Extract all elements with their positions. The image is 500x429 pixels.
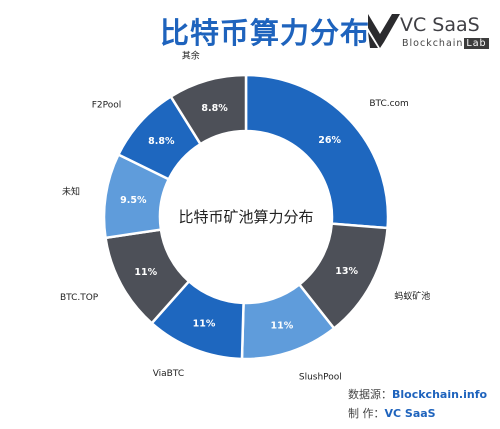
slice-name-label: SlushPool bbox=[299, 372, 342, 382]
chart-center-title: 比特币矿池算力分布 bbox=[178, 208, 313, 226]
slice-value-label: 8.8% bbox=[201, 103, 228, 114]
footer-source-label: 数据源： bbox=[348, 388, 392, 401]
page-title: 比特币算力分布 bbox=[160, 16, 371, 50]
slice-value-label: 11% bbox=[193, 318, 216, 329]
slice-name-label: F2Pool bbox=[92, 100, 122, 110]
logo: VC SaaS Blockchain Lab bbox=[364, 8, 492, 54]
slice-name-label: 未知 bbox=[62, 185, 80, 197]
slice-other-7 bbox=[169, 73, 248, 146]
slice-name-label: 其余 bbox=[182, 49, 200, 61]
slice-value-label: 11% bbox=[134, 267, 157, 278]
footer-maker-label: 制 作： bbox=[348, 407, 385, 420]
slice-value-label: 13% bbox=[335, 266, 358, 277]
logo-name: VC SaaS bbox=[400, 14, 480, 36]
footer-source: 数据源：Blockchain.info bbox=[348, 386, 487, 402]
logo-mark-icon bbox=[368, 14, 400, 48]
logo-subtitle: Blockchain Lab bbox=[402, 38, 489, 49]
footer-maker-value: VC SaaS bbox=[384, 407, 436, 420]
slice-name-label: BTC.com bbox=[369, 99, 409, 109]
slice-name-label: BTC.TOP bbox=[60, 293, 99, 303]
slice-name-label: 蚂蚁矿池 bbox=[394, 290, 430, 302]
slice-name-label: ViaBTC bbox=[153, 369, 184, 379]
slice-btc-com-0 bbox=[244, 73, 390, 230]
logo-subtitle-text: Blockchain bbox=[402, 38, 464, 49]
slice-value-label: 26% bbox=[318, 135, 341, 146]
logo-lab-box: Lab bbox=[464, 38, 489, 49]
slice-value-label: 9.5% bbox=[120, 195, 147, 206]
footer-source-value: Blockchain.info bbox=[392, 388, 488, 401]
slice-value-label: 11% bbox=[271, 321, 294, 332]
slice-value-label: 8.8% bbox=[148, 136, 175, 147]
footer-maker: 制 作：VC SaaS bbox=[348, 405, 436, 421]
